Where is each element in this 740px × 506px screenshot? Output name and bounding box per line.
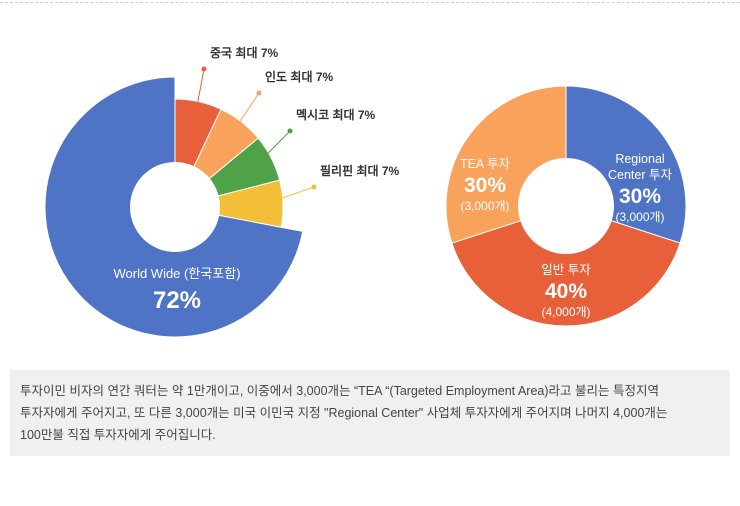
callout-dot [256,90,262,96]
callout-label: 멕시코 최대 7% [296,107,376,122]
callout-leader-line [229,92,260,137]
slice-label: Center 투자 [608,168,672,182]
slice-value: 40% [545,280,587,303]
slice-value-world-wide: 72% [153,287,201,314]
callout-dot [311,184,317,190]
callout-dot [201,66,207,72]
callout-label: 중국 최대 7% [210,45,279,60]
callout-leader-line [254,130,291,167]
slice-investment-2 [451,205,681,327]
slice-amount: (3,000개) [460,199,509,213]
callout-label: 인도 최대 7% [265,69,334,84]
slice-amount: (4,000개) [541,305,590,319]
slice-label: TEA 투자 [460,157,511,171]
caption-line-2: 투자자에게 주어지고, 또 다른 3,000개는 미국 이민국 지정 "Regi… [20,406,668,420]
investment-type-donut: Regional Center 투자 30% (3,000개) 일반 투자 40% (4,0… [445,85,687,327]
caption-line-1: 투자이민 비자의 연간 쿼터는 약 1만개이고, 이중에서 3,000개는 “T… [20,384,659,398]
caption-line-3: 100만불 직접 투자자에게 주어집니다. [20,428,216,442]
slice-value: 30% [619,185,661,208]
slice-label-world-wide: World Wide (한국포함) [113,266,240,281]
donut-hole [130,162,220,252]
donut-hole [518,158,614,254]
slice-label: Regional [615,152,664,166]
callout-label: 필리핀 최대 7% [320,163,400,178]
callout-leader-line [194,68,205,120]
top-dashed-divider [0,2,740,3]
callout-dot [287,128,293,134]
slice-label: 일반 투자 [541,263,591,277]
caption-box: 투자이민 비자의 연간 쿼터는 약 1만개이고, 이중에서 3,000개는 “T… [10,370,730,456]
callout-leader-line [264,186,315,205]
slice-amount: (3,000개) [615,210,664,224]
world-wide-quota-donut: 중국 최대 7% 인도 최대 7% 멕시코 최대 7% 필리핀 최대 7% World … [44,45,400,338]
slice-value: 30% [464,174,506,197]
charts-canvas: 중국 최대 7% 인도 최대 7% 멕시코 최대 7% 필리핀 최대 7% World … [44,45,687,338]
